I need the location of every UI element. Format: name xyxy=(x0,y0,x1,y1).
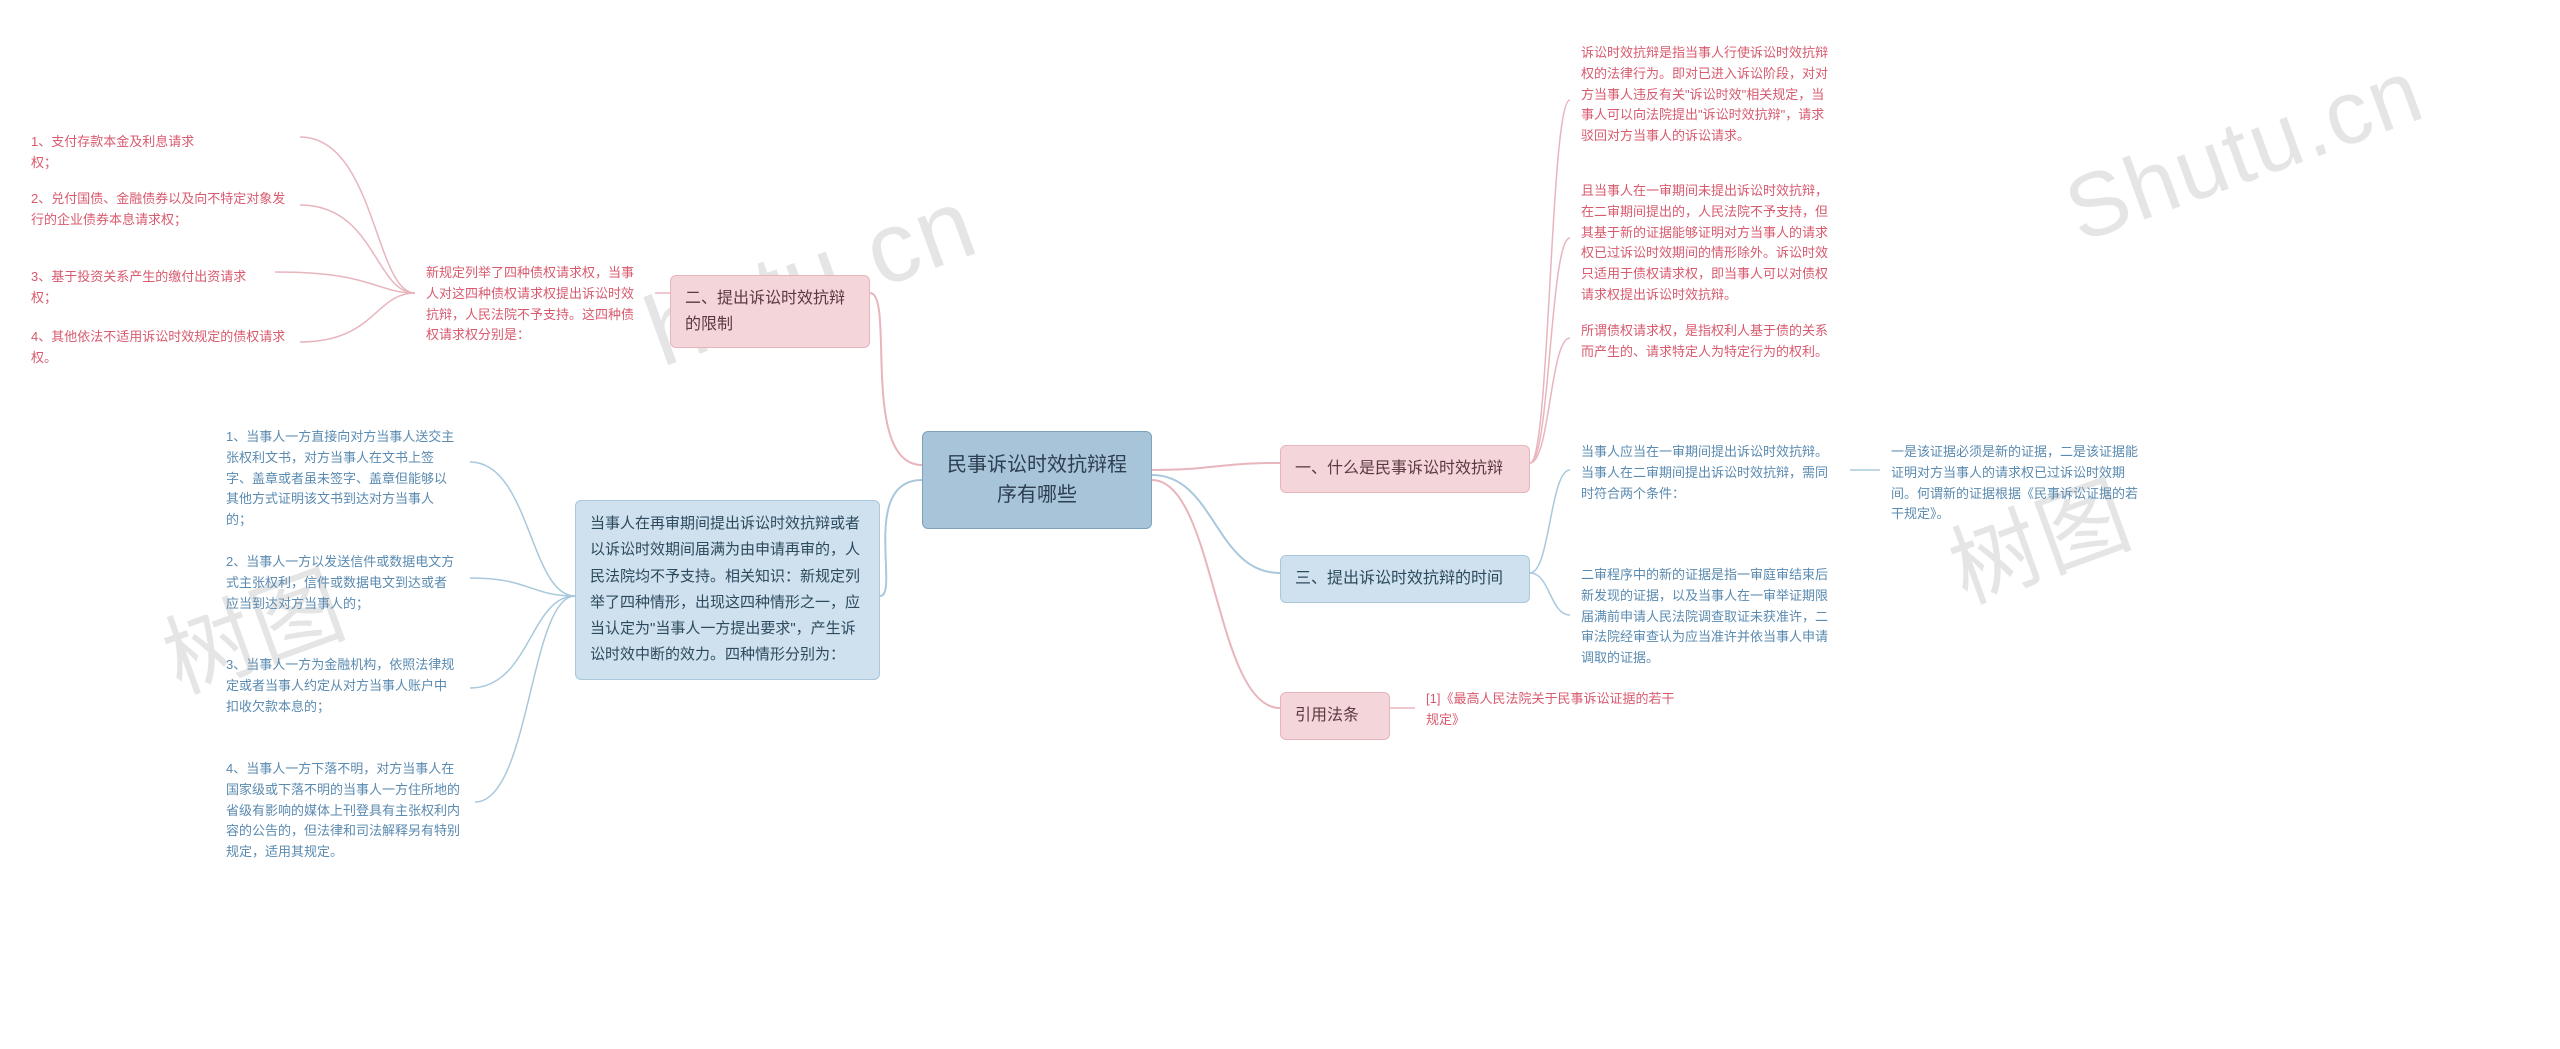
branch-5-desc[interactable]: 当事人在再审期间提出诉讼时效抗辩或者以诉讼时效期间届满为由申请再审的，人民法院均… xyxy=(575,500,880,680)
branch-5-leaf: 2、当事人一方以发送信件或数据电文方式主张权利，信件或数据电文到达或者应当到达对… xyxy=(215,545,470,621)
branch-2-leaf: 1、支付存款本金及利息请求权； xyxy=(20,125,230,181)
branch-3-title[interactable]: 三、提出诉讼时效抗辩的时间 xyxy=(1280,555,1530,603)
branch-1-leaf: 且当事人在一审期间未提出诉讼时效抗辩，在二审期间提出的，人民法院不予支持，但其基… xyxy=(1570,174,1850,313)
center-node[interactable]: 民事诉讼时效抗辩程序有哪些 xyxy=(922,431,1152,529)
branch-2-desc: 新规定列举了四种债权请求权，当事人对这四种债权请求权提出诉讼时效抗辩，人民法院不… xyxy=(415,254,655,355)
branch-5-leaf: 3、当事人一方为金融机构，依照法律规定或者当事人约定从对方当事人账户中扣收欠款本… xyxy=(215,648,470,724)
branch-1-leaf: 所谓债权请求权，是指权利人基于债的关系而产生的、请求特定人为特定行为的权利。 xyxy=(1570,314,1840,370)
branch-4-title[interactable]: 引用法条 xyxy=(1280,692,1390,740)
branch-2-leaf: 2、兑付国债、金融债券以及向不特定对象发行的企业债券本息请求权； xyxy=(20,182,300,238)
branch-2-title[interactable]: 二、提出诉讼时效抗辩的限制 xyxy=(670,275,870,348)
watermark: Shutu.cn xyxy=(2052,40,2436,264)
branch-1-leaf: 诉讼时效抗辩是指当事人行使诉讼时效抗辩权的法律行为。即对已进入诉讼阶段，对对方当… xyxy=(1570,36,1840,154)
branch-5-leaf: 4、当事人一方下落不明，对方当事人在国家级或下落不明的当事人一方住所地的省级有影… xyxy=(215,752,475,870)
branch-1-title[interactable]: 一、什么是民事诉讼时效抗辩 xyxy=(1280,445,1530,493)
branch-2-leaf: 3、基于投资关系产生的缴付出资请求权； xyxy=(20,260,275,316)
branch-3-leaf: 二审程序中的新的证据是指一审庭审结束后新发现的证据，以及当事人在一审举证期限届满… xyxy=(1570,558,1850,676)
branch-3-leaf: 当事人应当在一审期间提出诉讼时效抗辩。当事人在二审期间提出诉讼时效抗辩，需同时符… xyxy=(1570,435,1850,511)
branch-4-leaf: [1]《最高人民法院关于民事诉讼证据的若干规定》 xyxy=(1415,682,1695,738)
branch-3-sublead: 一是该证据必须是新的证据，二是该证据能证明对方当事人的请求权已过诉讼时效期间。何… xyxy=(1880,435,2160,532)
branch-2-leaf: 4、其他依法不适用诉讼时效规定的债权请求权。 xyxy=(20,320,300,376)
branch-5-leaf: 1、当事人一方直接向对方当事人送交主张权利文书，对方当事人在文书上签字、盖章或者… xyxy=(215,420,470,538)
